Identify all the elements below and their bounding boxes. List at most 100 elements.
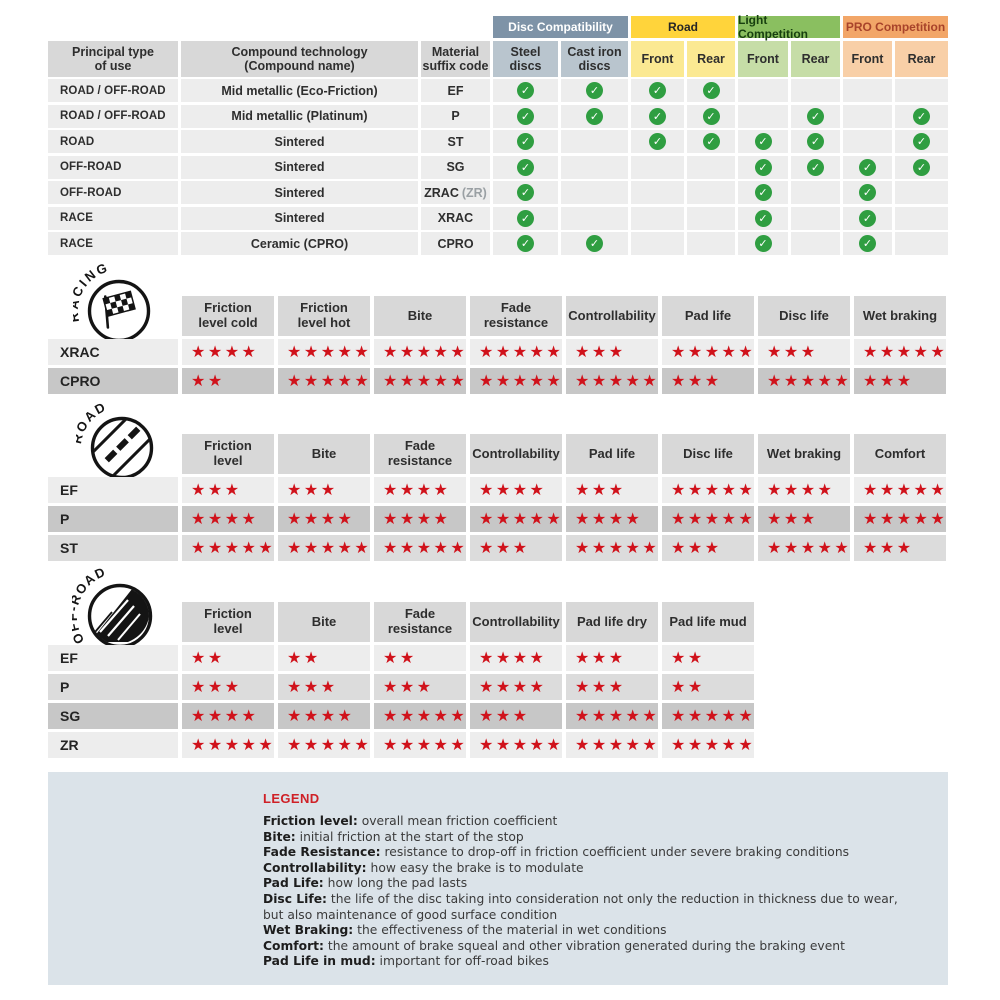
offroad-ratings-rating-cell: ★★ xyxy=(662,645,754,671)
star-rating-4-of-5: ★★★★ xyxy=(191,509,259,528)
racing-ratings-column-header: Wet braking xyxy=(854,296,946,336)
star-rating-5-of-5: ★★★★★ xyxy=(863,509,948,528)
compat-check-cell xyxy=(631,181,684,204)
road-ratings-column-header: Bite xyxy=(278,434,370,474)
offroad-ratings-rating-cell: ★★★★★ xyxy=(374,732,466,758)
star-rating-4-of-5: ★★★★ xyxy=(383,509,451,528)
star-rating-5-of-5: ★★★★★ xyxy=(479,509,564,528)
check-icon: ✓ xyxy=(517,133,534,150)
compat-group-header: PRO Competition xyxy=(843,16,948,38)
compat-check-cell: ✓ xyxy=(493,104,558,128)
compat-cell-use: RACE xyxy=(48,232,178,255)
check-icon: ✓ xyxy=(517,184,534,201)
road-ratings-column-header: Wet braking xyxy=(758,434,850,474)
racing-ratings-header-spacer xyxy=(48,296,178,336)
compat-check-cell: ✓ xyxy=(843,206,892,230)
compat-check-cell xyxy=(895,181,948,204)
check-icon: ✓ xyxy=(807,107,824,125)
offroad-ratings-rating-cell: ★★★★★ xyxy=(566,732,658,758)
legend-term: Friction level: xyxy=(263,814,358,828)
compat-check-cell xyxy=(561,206,628,230)
star-rating-5-of-5: ★★★★★ xyxy=(383,371,468,390)
legend-line: Comfort: the amount of brake squeal and … xyxy=(263,939,930,955)
racing-ratings-rating-cell: ★★★★★ xyxy=(566,368,658,394)
check-icon: ✓ xyxy=(754,184,772,201)
offroad-ratings-rating-cell: ★★★★★ xyxy=(470,732,562,758)
check-icon: ✓ xyxy=(913,107,930,125)
check-icon: ✓ xyxy=(586,107,603,125)
legend-description: the effectiveness of the material in wet… xyxy=(357,923,667,938)
compat-cell-use: ROAD / OFF-ROAD xyxy=(48,79,178,102)
star-rating-5-of-5: ★★★★★ xyxy=(383,706,468,725)
legend-description: important for off-road bikes xyxy=(379,954,549,969)
star-rating-5-of-5: ★★★★★ xyxy=(479,735,564,754)
road-ratings-rating-cell: ★★★ xyxy=(278,477,370,503)
star-rating-5-of-5: ★★★★★ xyxy=(383,735,468,754)
road-ratings-row-label: P xyxy=(48,506,178,532)
star-rating-5-of-5: ★★★★★ xyxy=(863,480,948,499)
check-icon: ✓ xyxy=(517,82,534,99)
compat-check-cell: ✓ xyxy=(631,130,684,153)
compat-check-cell: ✓ xyxy=(791,130,840,153)
offroad-ratings-column-header: Bite xyxy=(278,602,370,642)
material-code: ZRAC xyxy=(424,185,459,200)
racing-ratings-rating-cell: ★★★★★ xyxy=(278,368,370,394)
offroad-ratings-column-header: Pad life dry xyxy=(566,602,658,642)
star-rating-4-of-5: ★★★★ xyxy=(191,342,259,361)
road-ratings-column-header: Controllability xyxy=(470,434,562,474)
compat-check-cell: ✓ xyxy=(561,104,628,128)
legend-line: Disc Life: the life of the disc taking i… xyxy=(263,892,930,908)
offroad-ratings-rating-cell: ★★★ xyxy=(566,645,658,671)
check-icon: ✓ xyxy=(859,235,876,252)
legend-term: Wet Braking: xyxy=(263,923,354,938)
material-code-note: (ZR) xyxy=(461,185,487,200)
star-rating-5-of-5: ★★★★★ xyxy=(191,538,276,557)
compat-column-header: Cast iron discs xyxy=(561,40,628,77)
compat-check-cell xyxy=(631,232,684,255)
compat-cell-code: XRAC xyxy=(421,206,490,230)
road-ratings-rating-cell: ★★★★★ xyxy=(662,506,754,532)
racing-flag-icon: RACING xyxy=(73,262,151,343)
compat-check-cell xyxy=(791,206,840,230)
star-rating-3-of-5: ★★★ xyxy=(575,480,626,499)
offroad-ratings-rating-cell: ★★★★★ xyxy=(278,732,370,758)
compat-check-cell: ✓ xyxy=(561,79,628,102)
compat-check-cell xyxy=(561,155,628,179)
compat-check-cell xyxy=(843,104,892,128)
legend-term: Bite: xyxy=(263,829,296,844)
offroad-ratings-rating-cell: ★★ xyxy=(662,674,754,700)
compat-check-cell xyxy=(687,232,735,255)
star-rating-5-of-5: ★★★★★ xyxy=(479,371,564,390)
offroad-ratings-column-header: Controllability xyxy=(470,602,562,642)
compat-cell-code: EF xyxy=(421,79,490,102)
road-ratings-column-header: Disc life xyxy=(662,434,754,474)
road-ratings-rating-cell: ★★★★★ xyxy=(758,535,850,561)
check-icon: ✓ xyxy=(754,235,772,252)
compat-cell-technology: Sintered xyxy=(181,206,418,230)
offroad-ratings-rating-cell: ★★★★ xyxy=(470,645,562,671)
star-rating-4-of-5: ★★★★ xyxy=(287,509,355,528)
road-ratings-rating-cell: ★★★★★ xyxy=(374,535,466,561)
compat-cell-technology: Mid metallic (Platinum) xyxy=(181,104,418,128)
offroad-ratings-table: Friction level Bite Fade resistance Control… xyxy=(48,602,754,758)
checkered-flag xyxy=(102,290,136,329)
compat-check-cell xyxy=(895,206,948,230)
star-rating-4-of-5: ★★★★ xyxy=(479,677,547,696)
star-rating-5-of-5: ★★★★★ xyxy=(767,538,852,557)
road-ratings-rating-cell: ★★★★ xyxy=(470,477,562,503)
star-rating-5-of-5: ★★★★★ xyxy=(383,538,468,557)
racing-ratings-rating-cell: ★★★ xyxy=(566,339,658,365)
offroad-mud-icon: OFF-ROAD xyxy=(72,566,153,649)
compat-check-cell: ✓ xyxy=(493,130,558,153)
legend-description: overall mean friction coefficient xyxy=(361,814,558,828)
compat-cell-technology: Ceramic (CPRO) xyxy=(181,232,418,255)
check-icon: ✓ xyxy=(517,209,534,227)
legend-line: Pad Life in mud: important for off-road … xyxy=(263,954,930,970)
racing-ratings-rating-cell: ★★★★★ xyxy=(470,368,562,394)
offroad-ratings-rating-cell: ★★ xyxy=(182,645,274,671)
star-rating-4-of-5: ★★★★ xyxy=(191,706,259,725)
compat-check-cell: ✓ xyxy=(895,155,948,179)
material-code: P xyxy=(451,109,460,123)
legend-line: Fade Resistance: resistance to drop-off … xyxy=(263,845,930,861)
check-icon: ✓ xyxy=(517,158,534,176)
